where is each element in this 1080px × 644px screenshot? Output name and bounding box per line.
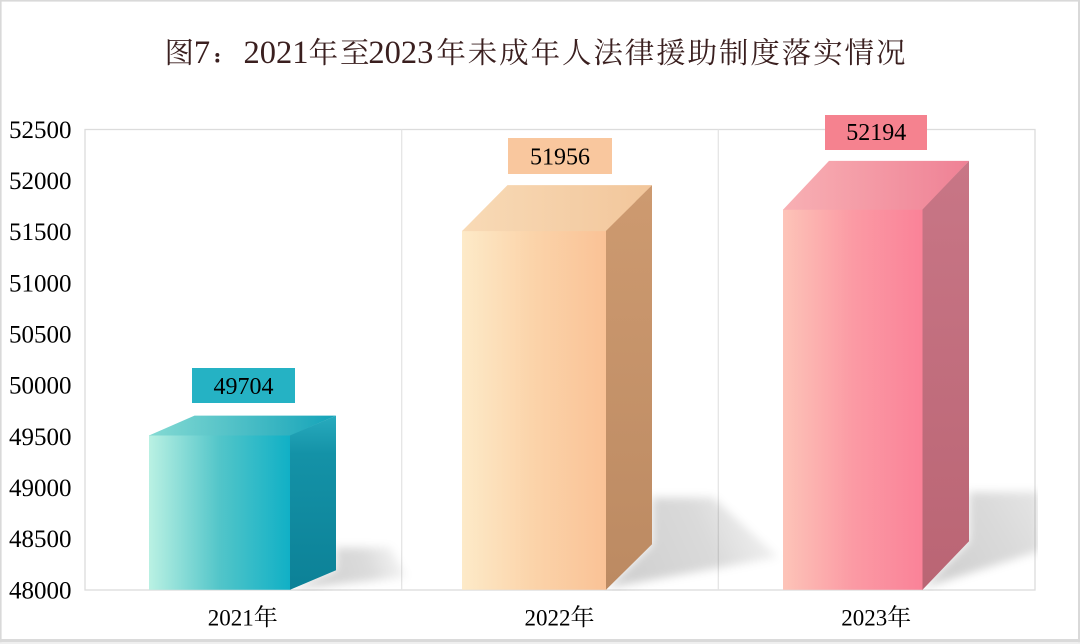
svg-text:2022: 2022: [525, 606, 571, 631]
svg-text:2021: 2021: [208, 606, 254, 631]
svg-text:49704: 49704: [214, 374, 274, 400]
svg-text:51000: 51000: [9, 270, 72, 297]
svg-text:2023: 2023: [841, 606, 887, 631]
svg-text:50500: 50500: [9, 321, 72, 348]
svg-text:52000: 52000: [9, 168, 72, 195]
svg-text:7: 7: [194, 35, 210, 71]
svg-text:52500: 52500: [9, 117, 72, 144]
svg-text:2021: 2021: [244, 35, 309, 71]
svg-text:48000: 48000: [9, 577, 72, 604]
svg-text:49500: 49500: [9, 424, 72, 451]
svg-text:51500: 51500: [9, 219, 72, 246]
svg-text:52194: 52194: [846, 120, 906, 146]
svg-text:48500: 48500: [9, 526, 72, 553]
svg-text:51956: 51956: [530, 145, 590, 171]
svg-text:49000: 49000: [9, 475, 72, 502]
svg-text:2023: 2023: [368, 35, 433, 71]
svg-text:50000: 50000: [9, 373, 72, 400]
